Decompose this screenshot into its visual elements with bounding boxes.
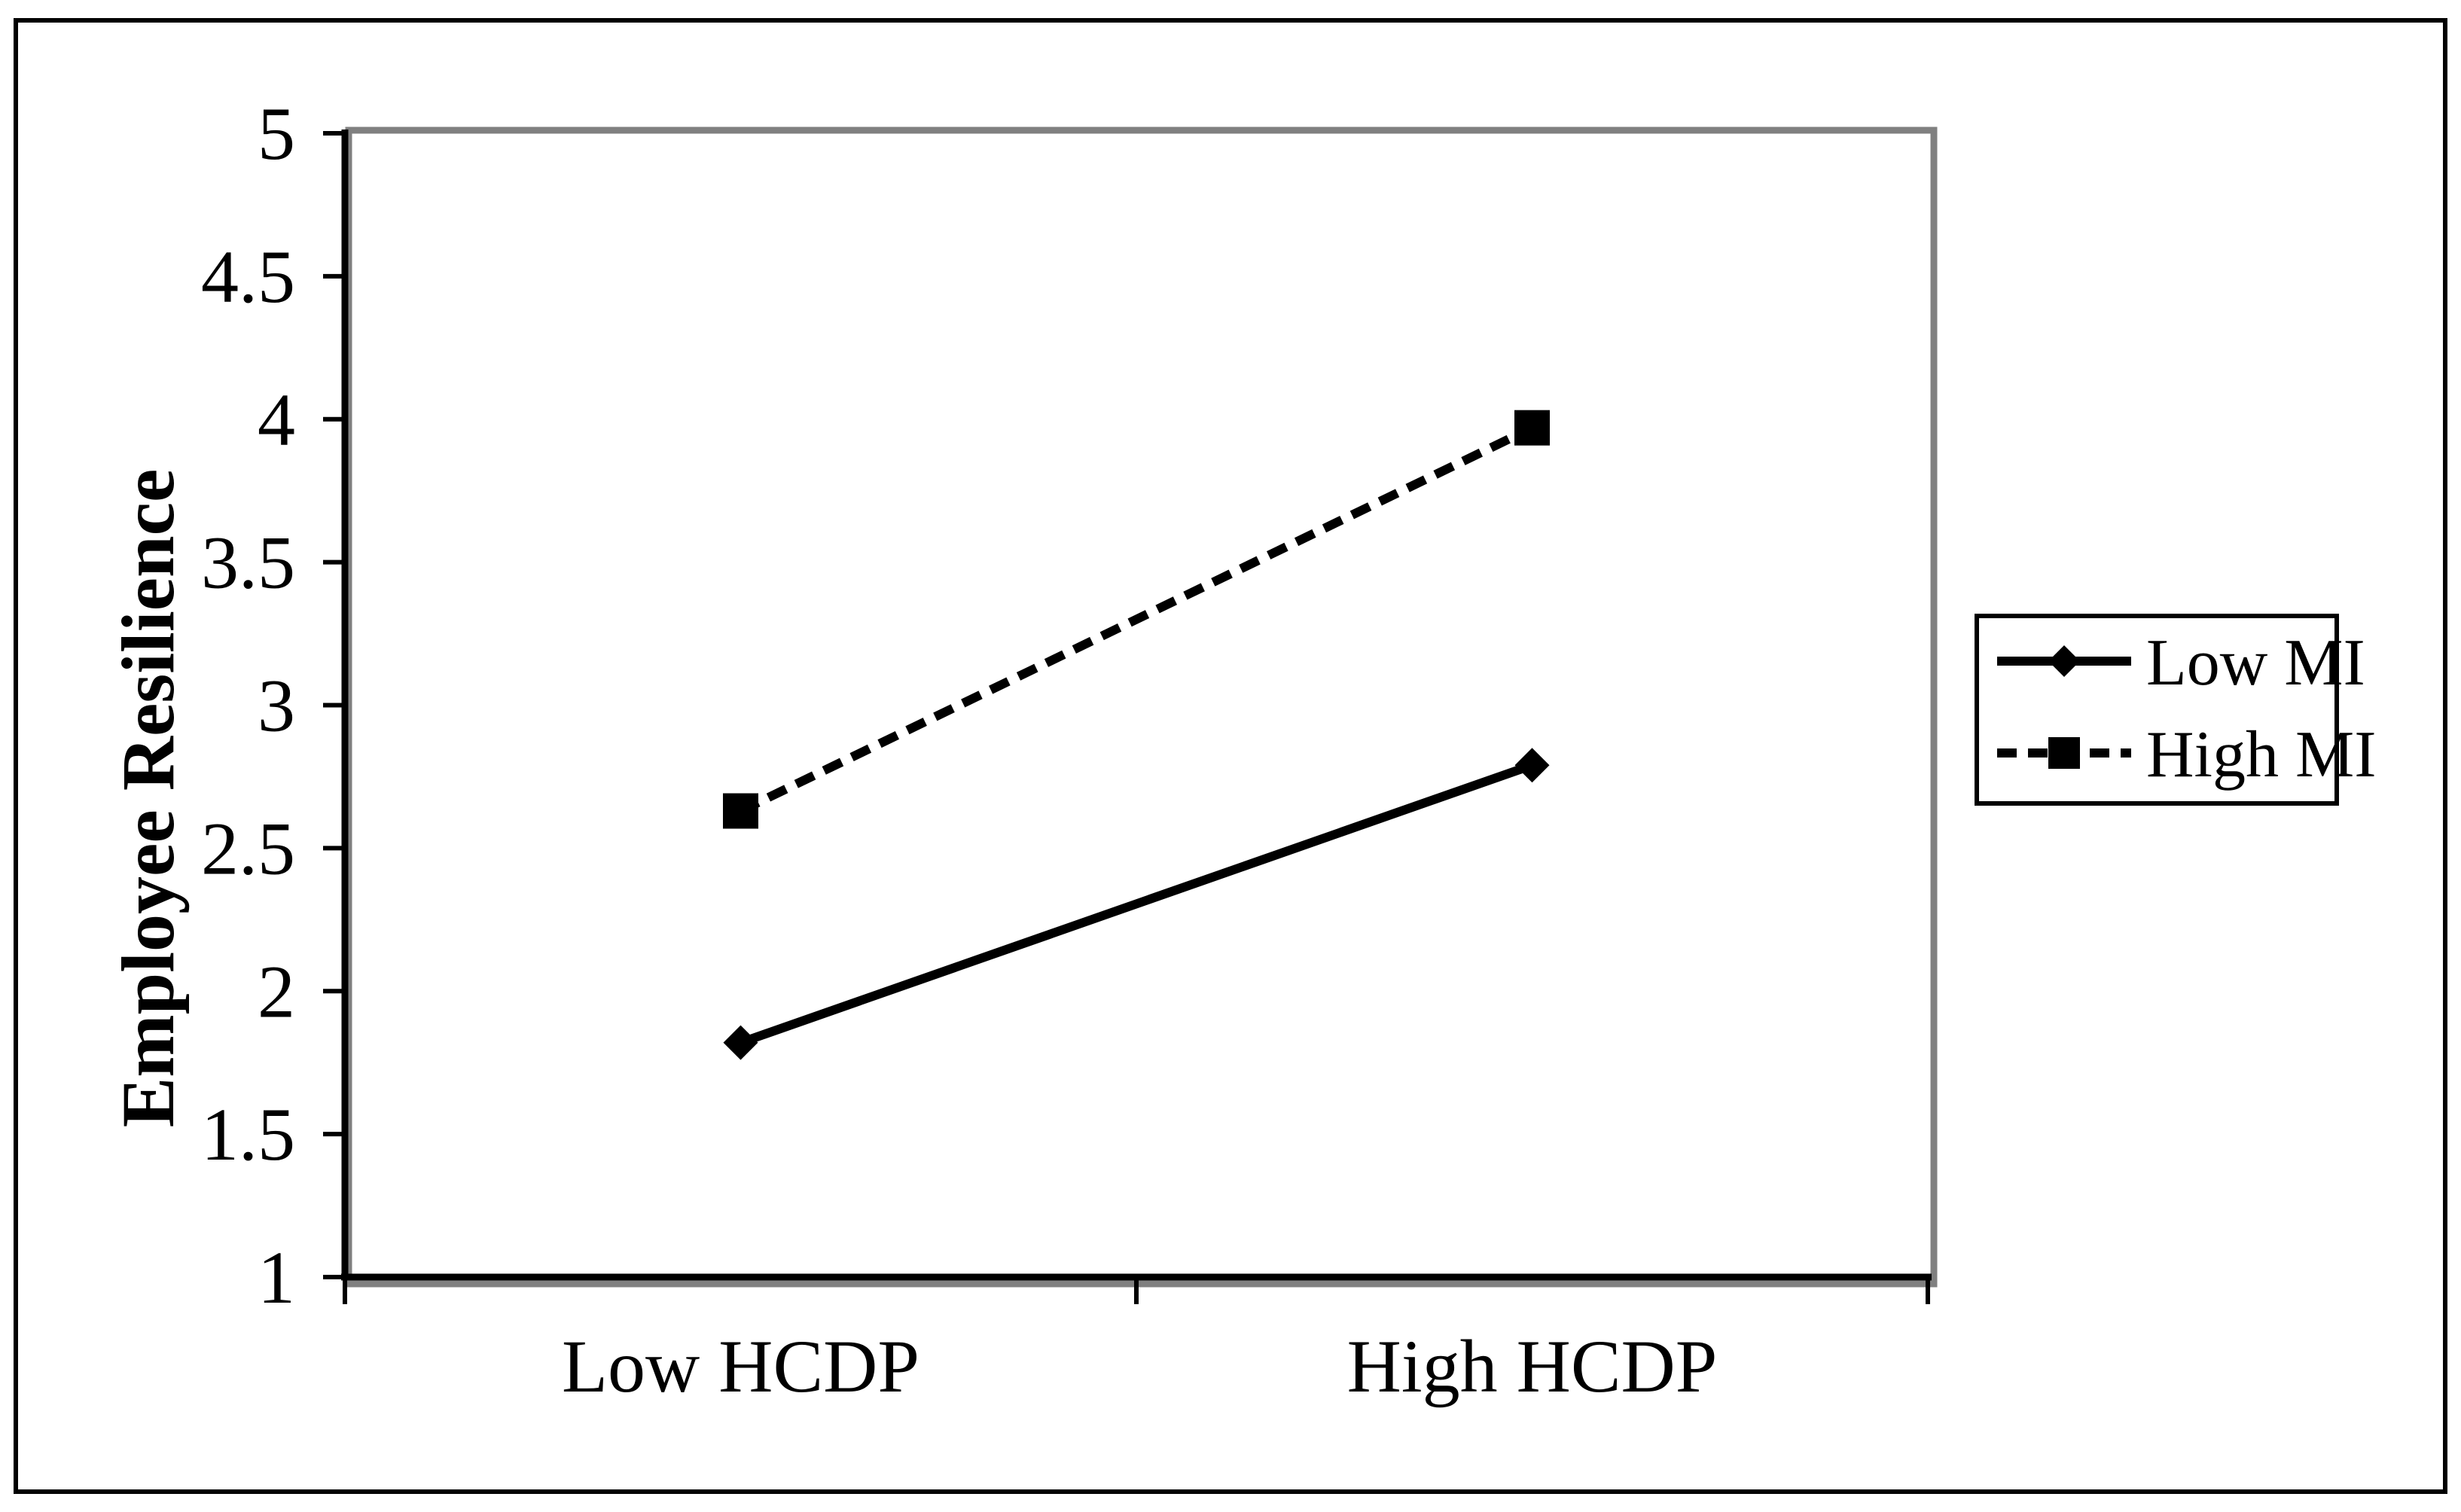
legend-marker-square-icon [2048, 737, 2080, 769]
y-axis-title: Employee Resilience [106, 469, 190, 1128]
y-tick-label: 5 [258, 92, 295, 175]
legend-label: Low MI [2146, 626, 2365, 700]
legend-box [1975, 614, 2339, 806]
y-tick-label: 4.5 [201, 235, 295, 319]
y-tick-label: 1 [258, 1236, 295, 1319]
y-tick-label: 1.5 [201, 1093, 295, 1176]
figure-border [14, 18, 2447, 1494]
y-tick-label: 2 [258, 950, 295, 1033]
series-line-low-mi [739, 761, 1534, 1047]
marker-square-icon [1514, 410, 1550, 446]
y-tick-label: 3 [258, 664, 295, 748]
x-category-label: Low HCDP [562, 1325, 919, 1408]
series-line-high-mi [738, 423, 1535, 815]
y-tick-label: 3.5 [201, 521, 295, 605]
legend-label: High MI [2146, 718, 2377, 791]
legend-marker-diamond-icon [2048, 645, 2080, 677]
marker-diamond-icon [723, 1025, 758, 1060]
plot-area-border [345, 127, 1938, 1288]
marker-diamond-icon [1514, 748, 1550, 783]
x-category-label: High HCDP [1347, 1325, 1718, 1408]
marker-square-icon [723, 793, 758, 829]
y-tick-label: 4 [258, 378, 295, 462]
y-tick-label: 2.5 [201, 806, 295, 890]
